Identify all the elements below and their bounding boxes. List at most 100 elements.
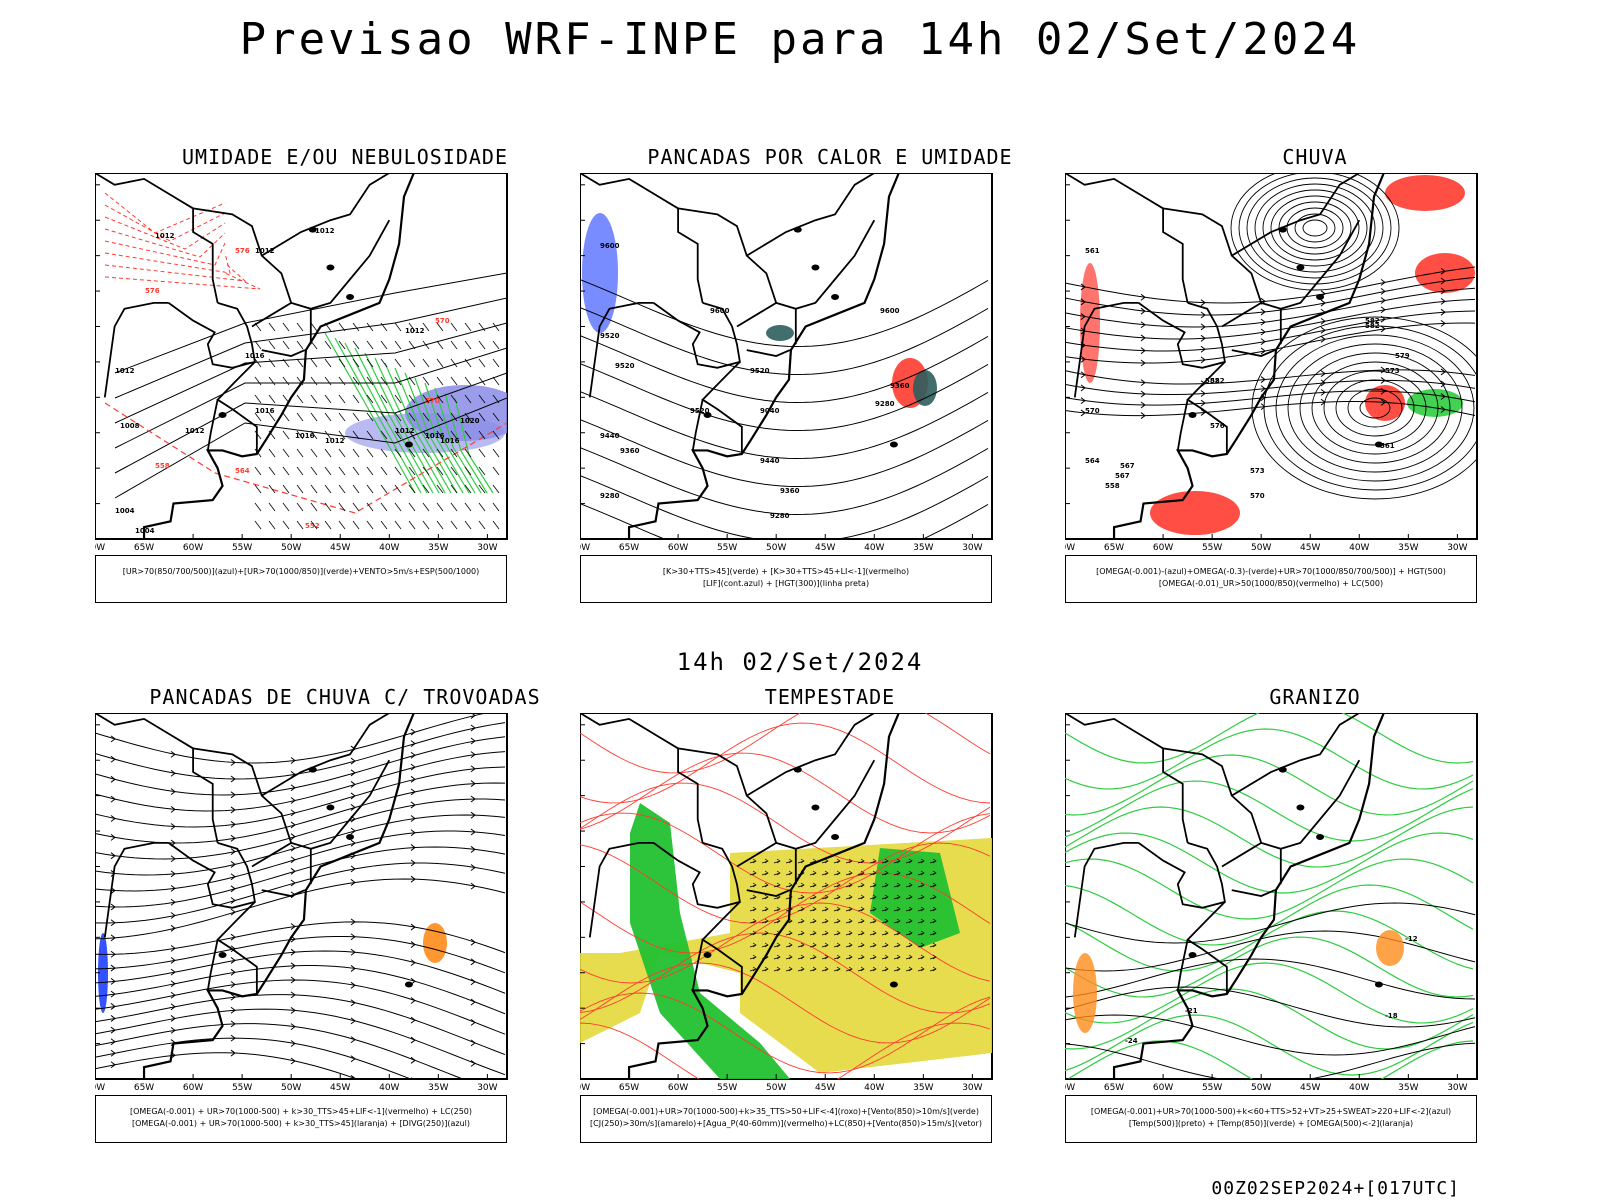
streamline-arrow — [1140, 401, 1146, 409]
country-border — [691, 399, 704, 451]
streamline-arrow — [290, 976, 296, 984]
country-border — [216, 901, 258, 994]
wind-vector — [492, 466, 500, 476]
streamline-arrow — [1320, 370, 1326, 378]
contour-label: 558 — [155, 462, 170, 470]
lon-tick-label: 70W — [95, 543, 105, 553]
streamline-arrow — [1200, 334, 1206, 342]
wind-vector — [408, 448, 416, 458]
streamline-arrow — [1380, 377, 1386, 384]
wind-vector — [845, 942, 853, 948]
wind-vector — [761, 870, 769, 876]
streamline-arrow — [350, 769, 356, 777]
wind-vector — [464, 502, 472, 512]
wind-vector — [254, 394, 262, 404]
streamline-arrow — [350, 918, 356, 926]
streamline-arrow — [1380, 366, 1386, 374]
contour-label: 576 — [235, 247, 250, 255]
streamline-arrow — [1440, 267, 1446, 275]
wind-vector — [422, 448, 430, 458]
streamline-arrow — [350, 1017, 356, 1025]
wind-vector — [296, 394, 304, 404]
rain-red — [1415, 253, 1475, 293]
wind-vector — [464, 322, 472, 332]
streamline-arrow — [1080, 371, 1086, 379]
contour-label: 9520 — [600, 332, 620, 340]
streamline-arrow — [230, 885, 236, 893]
contour-label: 1012 — [115, 367, 135, 375]
streamline-arrow — [350, 827, 356, 835]
lon-tick-label: 50W — [281, 543, 301, 553]
wind-vector — [821, 870, 829, 876]
wind-vector — [366, 430, 374, 440]
coastline — [627, 173, 901, 539]
streamline-arrow — [470, 811, 476, 819]
streamline-arrow — [110, 735, 116, 743]
wind-vector — [366, 340, 374, 350]
wind-vector — [833, 906, 841, 912]
lake — [326, 264, 335, 271]
streamline-arrow — [290, 856, 296, 864]
wind-vector — [929, 858, 937, 864]
lon-tick-label: 70W — [1065, 1083, 1075, 1093]
wind-vector — [436, 466, 444, 476]
divergence-blue — [98, 933, 108, 1013]
wind-vector — [749, 918, 757, 924]
hgt500-contour — [1359, 397, 1391, 419]
country-border — [588, 841, 654, 938]
wind-vector — [450, 340, 458, 350]
wind-vector — [296, 466, 304, 476]
wind-vector — [436, 484, 444, 494]
wind-vector — [310, 484, 318, 494]
streamline-arrow — [470, 795, 476, 803]
wind-vector — [380, 520, 388, 530]
wind-vector — [785, 870, 793, 876]
legend-line: [OMEGA(-0.01)_UR>50(1000/850)(vermelho) … — [1158, 579, 1384, 588]
wind-vector — [296, 484, 304, 494]
wind-vector — [905, 954, 913, 960]
country-border — [261, 173, 390, 257]
country-border — [206, 399, 219, 451]
country-border — [1065, 713, 1189, 844]
coastline — [142, 713, 416, 1079]
pressure-isobar — [114, 347, 507, 449]
wind-vector — [797, 930, 805, 936]
wind-vector — [366, 394, 374, 404]
streamline-arrow — [410, 997, 416, 1004]
streamline-arrow — [410, 740, 416, 748]
contour-label: 561 — [1380, 442, 1395, 450]
legend-line: [CJ(250)>30m/s](amarelo)+[Agua_P(40-60mm… — [590, 1119, 982, 1128]
wind-vector — [857, 858, 865, 864]
streamline-arrow — [1440, 287, 1446, 295]
wind-vector — [394, 412, 402, 422]
temp850-contour — [1065, 988, 1474, 1050]
temp850-contour — [1065, 754, 1474, 816]
lon-tick-label: 65W — [134, 1083, 154, 1093]
streamline-arrow — [170, 769, 176, 777]
lon-tick-label: 45W — [330, 543, 350, 553]
wind-vector — [254, 412, 262, 422]
hgt500-contour — [1254, 183, 1376, 273]
streamline-arrow — [1080, 298, 1086, 306]
wind-vector — [408, 376, 416, 386]
contour-label: 576 — [1210, 422, 1225, 430]
streamline-lc250 — [95, 862, 506, 924]
streamline-lc250 — [95, 1052, 359, 1079]
contour-label: 1020 — [460, 417, 480, 425]
wind-vector — [821, 906, 829, 912]
hgt500-contour — [1230, 173, 1400, 291]
wind-vector — [881, 942, 889, 948]
wind-vector — [394, 376, 402, 386]
wind-vector — [352, 358, 360, 368]
streamline-arrow — [1320, 317, 1326, 325]
panel-pancadas-calor: PANCADAS POR CALOR E UMIDADE 9600 9600 960… — [580, 145, 1080, 615]
wind-vector — [773, 906, 781, 912]
wind-vector — [833, 930, 841, 936]
wind-vector — [338, 376, 346, 386]
streamline-arrow — [230, 945, 236, 953]
streamline-lc250 — [95, 1008, 506, 1076]
map-pancadas-calor: 9600 960096009520952095209520944094409360… — [580, 173, 993, 553]
streamline — [1065, 276, 1476, 316]
wind-vector — [310, 358, 318, 368]
wind-vector — [450, 466, 458, 476]
